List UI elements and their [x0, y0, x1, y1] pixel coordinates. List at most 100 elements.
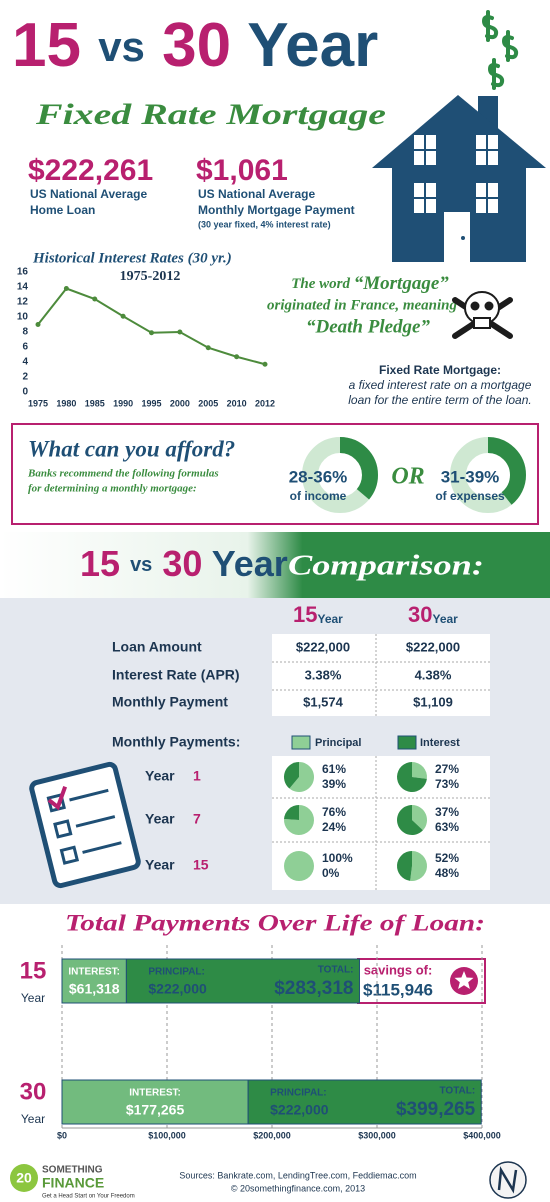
- category-label: 15: [20, 957, 47, 984]
- heading-part: 15: [80, 543, 120, 584]
- pie-slice: [289, 762, 315, 792]
- pie-label: 52%: [435, 851, 459, 865]
- title-part: vs: [98, 23, 145, 70]
- segment-value: $61,318: [69, 981, 120, 997]
- pie-slice: [284, 851, 314, 881]
- bar-segment: [125, 958, 360, 1004]
- pie-slice: [397, 805, 423, 836]
- bar-segment: [247, 1079, 482, 1125]
- sources: Sources: Bankrate.com, LendingTree.com, …: [179, 1170, 416, 1180]
- row-label: Interest Rate (APR): [112, 667, 240, 683]
- legend-label: Principal: [315, 737, 361, 749]
- heading-part: 30: [162, 543, 202, 584]
- afford-text: for determining a monthly mortgage:: [28, 483, 197, 495]
- year-number: 15: [193, 857, 209, 873]
- column-header: 15Year: [293, 602, 343, 627]
- x-tick-label: $0: [57, 1130, 67, 1140]
- y-tick-label: 8: [22, 327, 28, 338]
- pie-label: 27%: [435, 762, 459, 776]
- segment-value: $222,000: [148, 981, 207, 997]
- definition-text: loan for the entire term of the loan.: [348, 393, 531, 407]
- x-tick-label: $200,000: [253, 1130, 291, 1140]
- fact-text: The word: [291, 276, 350, 292]
- rate-point: [63, 286, 69, 291]
- pie-label: 39%: [322, 777, 346, 791]
- skull-icon: [452, 291, 513, 339]
- pie-slice: [284, 805, 315, 836]
- definition-term: Fixed Rate Mortgage:: [379, 363, 501, 377]
- checklist-icon: [29, 761, 141, 889]
- column-header: 30Year: [408, 602, 458, 627]
- legend-label: Interest: [420, 737, 460, 749]
- heading-part: vs: [130, 554, 152, 576]
- year-number: 1: [193, 768, 201, 784]
- y-tick-label: 10: [17, 312, 29, 323]
- y-tick-label: 16: [17, 267, 29, 278]
- x-tick-label: 2000: [170, 398, 190, 408]
- rate-point: [120, 313, 126, 319]
- x-tick-label: 1990: [113, 398, 133, 408]
- fact-word: “Death Pledge”: [306, 316, 431, 337]
- savings-amount: $115,946: [363, 980, 433, 999]
- stat-text: US National Average: [198, 187, 315, 201]
- year-label: Year: [145, 811, 175, 827]
- pie-label: 24%: [322, 820, 346, 834]
- pie-label: 0%: [322, 866, 340, 880]
- stat-text: US National Average: [30, 187, 147, 201]
- pie-slice: [284, 762, 299, 789]
- partner-logo: [489, 1161, 527, 1199]
- afford-range: 28-36%: [289, 467, 348, 486]
- pie-label: 61%: [322, 762, 346, 776]
- segment-name: INTEREST:: [68, 967, 120, 978]
- title-part: 15: [12, 11, 81, 80]
- y-tick-label: 2: [22, 372, 28, 383]
- pie-slice: [397, 851, 412, 881]
- total-value: $283,318: [274, 978, 353, 999]
- table-dividers: [272, 634, 490, 890]
- comparison-tagline: Comparison:: [288, 550, 484, 581]
- legend-swatch: [397, 735, 417, 750]
- table-cells: [272, 634, 490, 716]
- rate-point: [149, 330, 154, 336]
- bar-segment: [61, 958, 127, 1004]
- logo-text: 20: [16, 1170, 32, 1186]
- pie-slice: [397, 762, 427, 793]
- stat-text: Home Loan: [30, 203, 95, 217]
- cell: 3.38%: [305, 667, 342, 682]
- cell: 4.38%: [415, 667, 452, 682]
- stat-text: Monthly Mortgage Payment: [198, 203, 355, 217]
- x-tick-label: 1985: [85, 398, 105, 408]
- segment-name: PRINCIPAL:: [270, 1088, 326, 1099]
- y-tick-label: 4: [22, 357, 28, 368]
- pie-label: 37%: [435, 805, 459, 819]
- column-term: 30: [408, 602, 432, 627]
- cell: $222,000: [296, 639, 350, 654]
- x-tick-label: $100,000: [148, 1130, 186, 1140]
- house-icon: [372, 10, 546, 262]
- donut-icon: [302, 437, 526, 513]
- category-label: 30: [20, 1078, 47, 1105]
- chart-title: Total Payments Over Life of Loan:: [65, 910, 485, 935]
- total-value: $399,265: [396, 1099, 476, 1120]
- logo-text: SOMETHING: [42, 1165, 103, 1176]
- legend-swatch: [291, 735, 311, 750]
- rate-point: [262, 361, 268, 367]
- x-tick-label: 1995: [141, 398, 161, 408]
- total-name: TOTAL:: [439, 1086, 475, 1097]
- y-tick-label: 14: [17, 282, 29, 293]
- stat-value: $1,061: [196, 154, 288, 187]
- x-tick-label: 2010: [227, 398, 247, 408]
- title: 15 vs 30 Year: [12, 11, 378, 80]
- cell: $1,574: [303, 694, 344, 709]
- star-icon: [450, 967, 478, 995]
- rate-point: [177, 329, 183, 335]
- segment-name: INTEREST:: [129, 1088, 181, 1099]
- fact-text: originated in France, meaning: [267, 297, 458, 313]
- payments-label: Monthly Payments:: [112, 734, 240, 750]
- comparison-heading: 15 vs 30 Year: [80, 543, 288, 584]
- rate-point: [205, 345, 211, 351]
- stat-note: (30 year fixed, 4% interest rate): [198, 219, 331, 229]
- total-name: TOTAL:: [318, 965, 354, 976]
- pie-label: 73%: [435, 777, 459, 791]
- title-part: 30: [162, 11, 231, 80]
